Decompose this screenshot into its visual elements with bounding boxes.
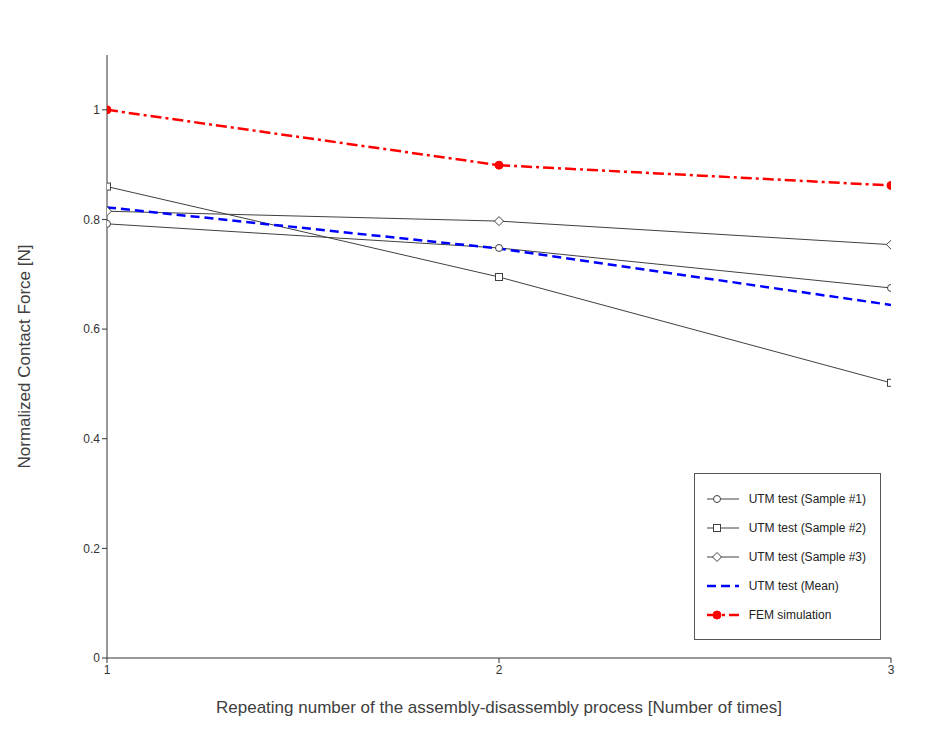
- svg-text:0: 0: [93, 651, 100, 665]
- svg-text:1: 1: [93, 103, 100, 117]
- svg-text:0.2: 0.2: [83, 542, 100, 556]
- html-text:UTM test (Sample #2): UTM test (Sample #2): [748, 520, 866, 535]
- svg-text:Repeating number of the assemb: Repeating number of the assembly-disasse…: [216, 698, 782, 717]
- svg-text:0.4: 0.4: [83, 432, 100, 446]
- svg-text:2: 2: [496, 663, 503, 677]
- svg-text:Normalized Contact Force [N]: Normalized Contact Force [N]: [15, 245, 34, 469]
- svg-text:0.8: 0.8: [83, 213, 100, 227]
- html-text:UTM test (Mean): UTM test (Mean): [748, 578, 839, 593]
- html-text:FEM simulation: FEM simulation: [748, 607, 832, 622]
- html-text:UTM test (Sample #3): UTM test (Sample #3): [748, 549, 866, 564]
- svg-text:0.6: 0.6: [83, 322, 100, 336]
- svg-text:1: 1: [104, 663, 111, 677]
- svg-text:3: 3: [888, 663, 895, 677]
- html-text:UTM test (Sample #1): UTM test (Sample #1): [748, 491, 866, 506]
